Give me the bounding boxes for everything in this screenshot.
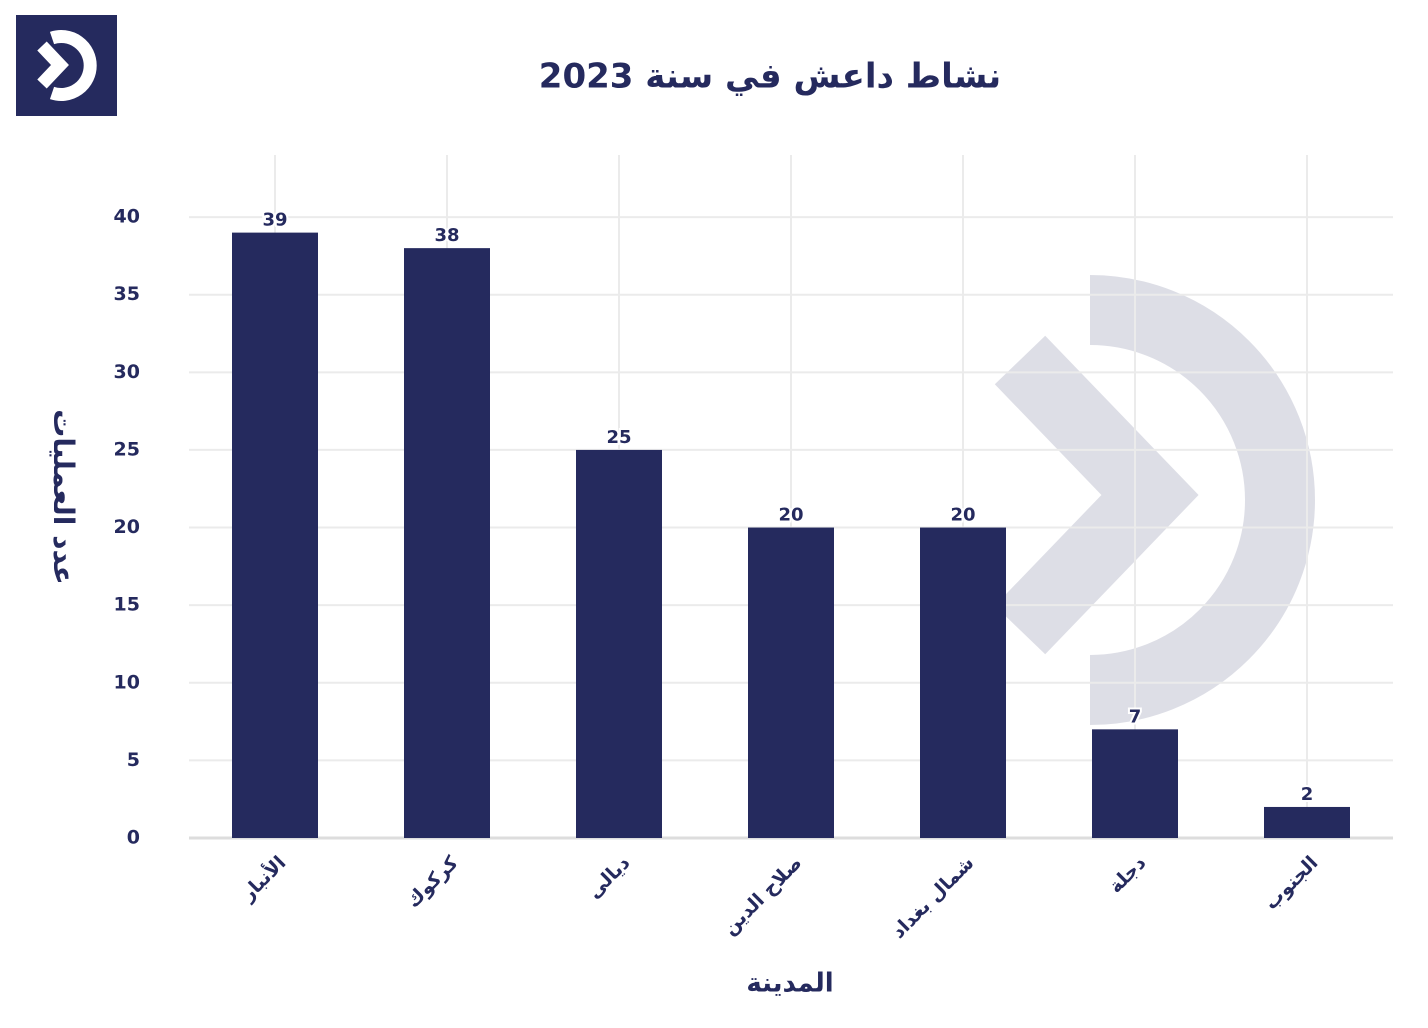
value-label: 20	[778, 505, 803, 526]
value-label: 25	[606, 427, 631, 448]
x-tick-label: الأنبار	[236, 851, 291, 906]
logo	[16, 15, 117, 116]
x-tick-label: شمال بغداد	[887, 852, 978, 943]
value-label: 39	[262, 210, 287, 231]
value-label: 38	[434, 225, 459, 246]
x-tick-label: صلاح الدين	[719, 852, 807, 940]
bar	[1264, 806, 1350, 838]
bar	[748, 527, 834, 838]
x-tick-label: كركوك	[402, 851, 463, 912]
value-label: 2	[1301, 784, 1314, 805]
x-tick-label: ديالى	[583, 852, 634, 903]
x-tick-label: دجلة	[1105, 852, 1151, 898]
y-tick-label: 5	[127, 749, 140, 771]
x-tick-label: الجنوب	[1260, 852, 1322, 914]
chart-title: نشاط داعش في سنة 2023	[539, 57, 1001, 97]
y-tick-label: 25	[114, 438, 140, 460]
bar	[404, 248, 490, 839]
bar	[920, 527, 1006, 838]
bar	[232, 232, 318, 838]
y-tick-label: 30	[114, 361, 140, 383]
value-label: 20	[950, 505, 975, 526]
y-tick-label: 35	[114, 283, 140, 305]
y-tick-label: 40	[114, 206, 140, 228]
y-tick-label: 20	[114, 516, 140, 538]
y-tick-label: 0	[127, 827, 140, 849]
x-axis-label: المدينة	[746, 969, 833, 999]
y-tick-label: 15	[114, 594, 140, 616]
y-tick-label: 10	[114, 671, 140, 693]
value-label: 7	[1129, 706, 1142, 727]
watermark	[994, 275, 1315, 725]
y-axis-label: عدد العمليات	[47, 409, 80, 585]
bar	[576, 449, 662, 838]
bar	[1092, 729, 1178, 838]
